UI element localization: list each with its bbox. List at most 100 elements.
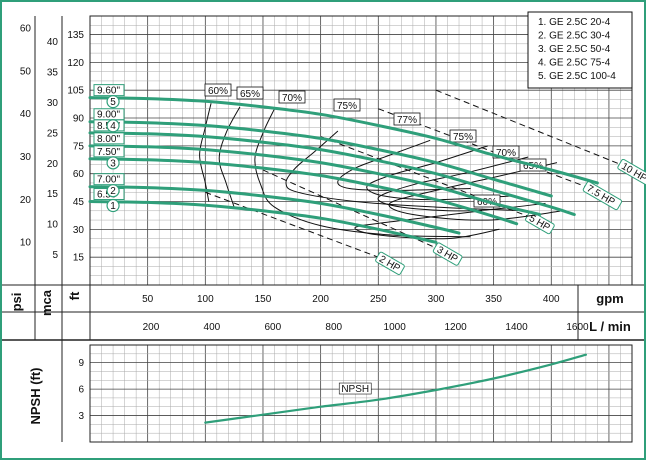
npsh-series-label: NPSH xyxy=(341,384,369,395)
diameter-label: 7.50" xyxy=(97,147,120,158)
lmin-tick-label: 200 xyxy=(143,322,160,333)
pump-curve xyxy=(88,131,576,216)
lmin-tick-label: 600 xyxy=(264,322,281,333)
pump-curve xyxy=(88,144,542,216)
npsh-frame xyxy=(89,344,633,443)
axes: 1530456075901051201355101520253035401020… xyxy=(9,23,631,424)
ft-tick-label: 135 xyxy=(67,30,84,41)
diameter-label-box xyxy=(93,132,125,145)
npsh-tick-label: 6 xyxy=(78,385,84,396)
legend-box xyxy=(527,11,633,89)
efficiency-label-box xyxy=(278,90,306,104)
efficiency-label: 60% xyxy=(208,86,228,97)
lmin-tick-label: 800 xyxy=(325,322,342,333)
power-line xyxy=(205,191,379,258)
series-number: 5 xyxy=(110,97,116,108)
series-marker xyxy=(106,95,120,109)
ft-tick-label: 15 xyxy=(73,253,85,264)
legend-item: 5. GE 2.5C 100-4 xyxy=(538,71,616,82)
mca-tick-label: 25 xyxy=(47,128,59,139)
gpm-axis-title: gpm xyxy=(596,291,623,306)
efficiency-label-box xyxy=(204,83,232,97)
npsh-label-box xyxy=(338,382,372,395)
psi-tick-label: 60 xyxy=(20,23,32,34)
efficiency-label-box xyxy=(393,112,421,126)
lmin-tick-label: 1400 xyxy=(505,322,528,333)
efficiency-curve xyxy=(254,108,471,238)
efficiency-curve xyxy=(285,130,529,212)
diameter-label: 8.00" xyxy=(97,134,120,145)
series-number: 1 xyxy=(110,201,116,212)
efficiency-curve xyxy=(218,106,241,208)
frame xyxy=(2,15,644,443)
efficiency-label: 70% xyxy=(496,148,516,159)
diameter-label: 9.00" xyxy=(97,110,120,121)
power-label-box xyxy=(432,242,463,266)
ft-tick-label: 45 xyxy=(73,197,85,208)
efficiency-curve xyxy=(354,210,500,240)
efficiency-curve xyxy=(388,162,563,221)
efficiency-label: 75% xyxy=(453,132,473,143)
psi-tick-label: 10 xyxy=(20,238,32,249)
series-number: 4 xyxy=(110,121,116,132)
efficiency-label-box xyxy=(333,98,361,112)
series-marker xyxy=(106,184,120,198)
psi-tick-label: 40 xyxy=(20,109,32,120)
mca-tick-label: 35 xyxy=(47,67,59,78)
power-label-box xyxy=(582,181,623,211)
npsh-chart: NPSH xyxy=(204,353,587,424)
pump-curve xyxy=(88,120,553,198)
legend-item: 3. GE 2.5C 50-4 xyxy=(538,44,611,55)
mca-tick-label: 30 xyxy=(47,98,59,109)
gpm-tick-label: 150 xyxy=(255,294,272,305)
series-number: 3 xyxy=(110,158,116,169)
efficiency-label: 77% xyxy=(397,115,417,126)
legend: 1. GE 2.5C 20-4 2. GE 2.5C 30-4 3. GE 2.5C… xyxy=(527,11,633,89)
legend-item: 4. GE 2.5C 75-4 xyxy=(538,58,611,69)
power-label-box xyxy=(375,251,405,275)
power-label-box xyxy=(617,158,646,186)
psi-tick-label: 50 xyxy=(20,66,32,77)
npsh-curve xyxy=(204,353,587,424)
gpm-tick-label: 400 xyxy=(543,294,560,305)
efficiency-label-box xyxy=(449,129,477,143)
efficiency-label: 65% xyxy=(240,89,260,100)
psi-tick-label: 30 xyxy=(20,152,32,163)
diameter-label-box xyxy=(93,84,125,97)
mca-tick-label: 15 xyxy=(47,189,59,200)
mca-tick-label: 5 xyxy=(52,250,58,261)
gpm-tick-label: 300 xyxy=(428,294,445,305)
npsh-axis-title: NPSH (ft) xyxy=(28,367,43,424)
pump-curve xyxy=(88,157,519,226)
efficiency-label: 75% xyxy=(337,101,357,112)
diameter-label-box xyxy=(93,173,125,186)
efficiency-label-box xyxy=(236,86,264,100)
pump-curve xyxy=(88,200,438,244)
lmin-tick-label: 1200 xyxy=(444,322,467,333)
gpm-tick-label: 350 xyxy=(485,294,502,305)
power-line xyxy=(435,89,621,165)
npsh-tick-label: 3 xyxy=(78,411,84,422)
lmin-axis-title: L / min xyxy=(589,319,631,334)
mca-tick-label: 10 xyxy=(47,220,59,231)
series-marker xyxy=(106,198,120,213)
ft-tick-label: 60 xyxy=(73,169,85,180)
ft-axis-title: ft xyxy=(67,291,82,300)
series-number: 2 xyxy=(110,186,116,197)
psi-axis-title: psi xyxy=(9,293,24,312)
ft-tick-label: 90 xyxy=(73,114,85,125)
ft-tick-label: 75 xyxy=(73,141,85,152)
efficiency-label: 70% xyxy=(282,93,302,104)
gpm-tick-label: 250 xyxy=(370,294,387,305)
gpm-tick-label: 100 xyxy=(197,294,214,305)
lmin-tick-label: 400 xyxy=(204,322,221,333)
npsh-tick-label: 9 xyxy=(78,358,84,369)
series-marker xyxy=(106,119,120,133)
gpm-tick-label: 200 xyxy=(312,294,329,305)
psi-tick-label: 20 xyxy=(20,195,32,206)
ft-tick-label: 105 xyxy=(67,86,84,97)
legend-item: 1. GE 2.5C 20-4 xyxy=(538,17,611,28)
diameter-label: 7.00" xyxy=(97,175,120,186)
